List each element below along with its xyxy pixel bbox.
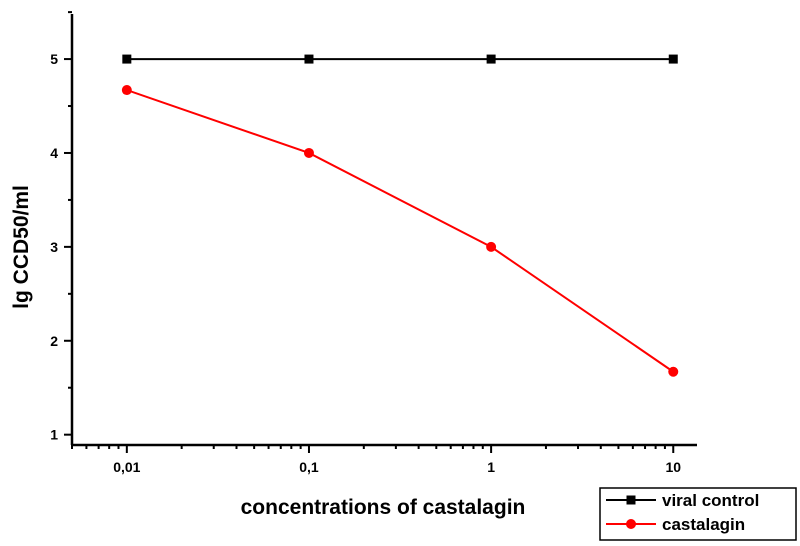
y-tick-label: 4 (50, 145, 58, 161)
legend: viral control castalagin (599, 487, 797, 541)
x-ticks: 0,01 0,1 1 10 (71, 445, 681, 475)
y-tick-label: 5 (50, 51, 58, 67)
data-point (486, 54, 496, 64)
x-tick-label: 0,01 (113, 459, 140, 475)
data-point (668, 54, 678, 64)
x-axis-title: concentrations of castalagin (241, 496, 526, 519)
data-point (121, 85, 132, 96)
y-tick-label: 3 (50, 239, 58, 255)
series-line (126, 89, 674, 373)
data-point (122, 54, 132, 64)
x-tick-label: 0,1 (299, 459, 319, 475)
y-axis-title: lg CCD50/ml (10, 185, 33, 309)
data-point (303, 147, 314, 158)
data-point (304, 54, 314, 64)
x-tick-label: 1 (487, 459, 495, 475)
y-tick-label: 1 (50, 427, 58, 443)
legend-items: viral control castalagin (606, 491, 759, 534)
series-layer (121, 54, 679, 377)
y-ticks: 1 2 3 4 5 (50, 11, 72, 443)
data-point (668, 366, 679, 377)
legend-label: castalagin (662, 515, 745, 534)
legend-label: viral control (662, 491, 759, 510)
legend-marker (626, 495, 636, 505)
y-tick-label: 2 (50, 333, 58, 349)
axes (70, 14, 697, 447)
legend-marker (626, 519, 636, 529)
data-point (486, 241, 497, 252)
x-tick-label: 10 (665, 459, 681, 475)
